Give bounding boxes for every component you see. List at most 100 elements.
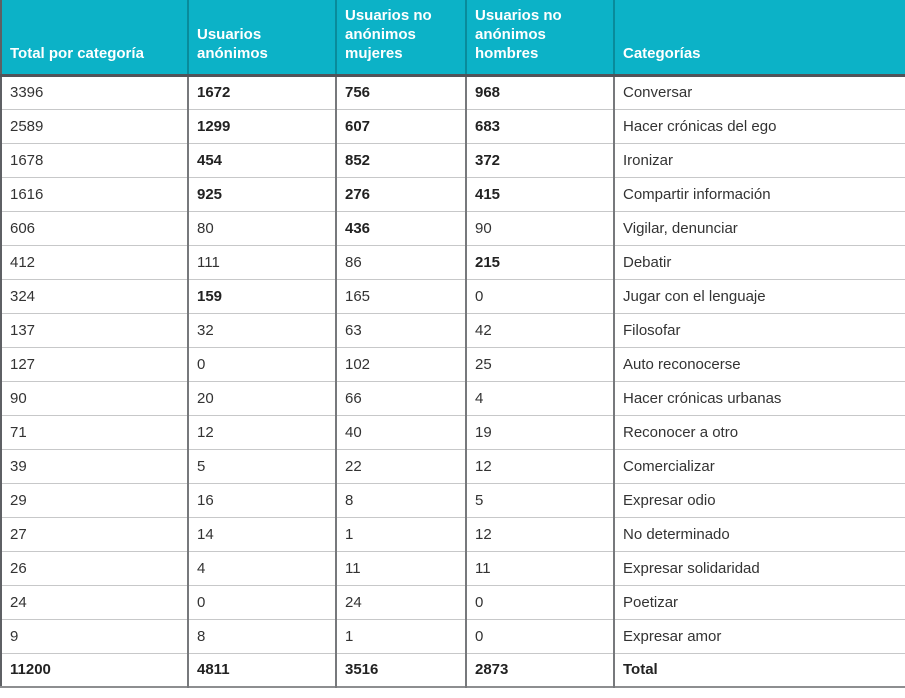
cell-categoria: Compartir información (613, 176, 905, 211)
cell-usuarios-no-anonimos-mujeres: 1 (335, 516, 466, 551)
cell-usuarios-anonimos: 12 (187, 414, 336, 449)
cell-usuarios-no-anonimos-mujeres: 3516 (335, 652, 466, 687)
cell-usuarios-anonimos: 1299 (187, 108, 336, 143)
cell-total-por-categoria: 26 (1, 550, 188, 585)
cell-total-por-categoria: 412 (1, 244, 188, 279)
cell-usuarios-no-anonimos-hombres: 25 (465, 346, 614, 381)
cell-usuarios-anonimos: 111 (187, 244, 336, 279)
cell-total-por-categoria: 324 (1, 278, 188, 313)
cell-categoria: Poetizar (613, 584, 905, 619)
cell-total-por-categoria: 1678 (1, 142, 188, 177)
cell-usuarios-anonimos: 8 (187, 618, 336, 653)
cell-total-por-categoria: 11200 (1, 652, 188, 687)
cell-usuarios-no-anonimos-hombres: 12 (465, 448, 614, 483)
cell-usuarios-anonimos: 0 (187, 346, 336, 381)
cell-usuarios-no-anonimos-hombres: 0 (465, 278, 614, 313)
cell-categoria: Filosofar (613, 312, 905, 347)
cell-usuarios-no-anonimos-hombres: 215 (465, 244, 614, 279)
cell-usuarios-anonimos: 925 (187, 176, 336, 211)
cell-categoria: Comercializar (613, 448, 905, 483)
cell-usuarios-no-anonimos-mujeres: 11 (335, 550, 466, 585)
cell-usuarios-anonimos: 20 (187, 380, 336, 415)
cell-categoria: Total (613, 652, 905, 687)
cell-total-por-categoria: 39 (1, 448, 188, 483)
cell-total-por-categoria: 27 (1, 516, 188, 551)
cell-usuarios-anonimos: 454 (187, 142, 336, 177)
cell-usuarios-anonimos: 4 (187, 550, 336, 585)
cell-usuarios-no-anonimos-mujeres: 40 (335, 414, 466, 449)
cell-categoria: Conversar (613, 75, 905, 109)
cell-usuarios-no-anonimos-hombres: 968 (465, 75, 614, 109)
table-row: 39 5 22 12 Comercializar (1, 448, 905, 483)
table-row: 24 0 24 0 Poetizar (1, 584, 905, 619)
cell-usuarios-no-anonimos-hombres: 5 (465, 482, 614, 517)
cell-usuarios-anonimos: 16 (187, 482, 336, 517)
cell-categoria: Hacer crónicas del ego (613, 108, 905, 143)
table-row: 3396 1672 756 968 Conversar (1, 75, 905, 109)
cell-usuarios-anonimos: 1672 (187, 75, 336, 109)
column-header-usuarios-no-anonimos-mujeres: Usuarios no anónimos mujeres (335, 0, 466, 77)
cell-categoria: No determinado (613, 516, 905, 551)
table-row: 26 4 11 11 Expresar solidaridad (1, 550, 905, 585)
cell-usuarios-no-anonimos-hombres: 683 (465, 108, 614, 143)
table-body: 3396 1672 756 968 Conversar 2589 1299 607 683 Hac… (1, 75, 905, 687)
cell-total-por-categoria: 137 (1, 312, 188, 347)
cell-total-por-categoria: 29 (1, 482, 188, 517)
cell-categoria: Expresar odio (613, 482, 905, 517)
table-row: 324 159 165 0 Jugar con el lenguaje (1, 278, 905, 313)
cell-categoria: Reconocer a otro (613, 414, 905, 449)
cell-usuarios-no-anonimos-hombres: 4 (465, 380, 614, 415)
table-row: 71 12 40 19 Reconocer a otro (1, 414, 905, 449)
cell-categoria: Expresar amor (613, 618, 905, 653)
cell-categoria: Ironizar (613, 142, 905, 177)
cell-usuarios-no-anonimos-mujeres: 756 (335, 75, 466, 109)
table-row: 9 8 1 0 Expresar amor (1, 618, 905, 653)
cell-total-por-categoria: 71 (1, 414, 188, 449)
cell-categoria: Vigilar, denunciar (613, 210, 905, 245)
cell-total-por-categoria: 606 (1, 210, 188, 245)
cell-usuarios-no-anonimos-hombres: 2873 (465, 652, 614, 687)
cell-usuarios-no-anonimos-hombres: 372 (465, 142, 614, 177)
cell-usuarios-anonimos: 159 (187, 278, 336, 313)
column-header-categorias: Categorías (613, 0, 905, 77)
table-row: 412 111 86 215 Debatir (1, 244, 905, 279)
cell-usuarios-no-anonimos-mujeres: 8 (335, 482, 466, 517)
cell-usuarios-no-anonimos-mujeres: 102 (335, 346, 466, 381)
cell-categoria: Expresar solidaridad (613, 550, 905, 585)
cell-usuarios-no-anonimos-hombres: 19 (465, 414, 614, 449)
table-row: 1616 925 276 415 Compartir información (1, 176, 905, 211)
table-row: 90 20 66 4 Hacer crónicas urbanas (1, 380, 905, 415)
cell-usuarios-anonimos: 5 (187, 448, 336, 483)
cell-usuarios-anonimos: 32 (187, 312, 336, 347)
cell-usuarios-anonimos: 14 (187, 516, 336, 551)
cell-total-por-categoria: 9 (1, 618, 188, 653)
cell-total-por-categoria: 2589 (1, 108, 188, 143)
column-header-usuarios-no-anonimos-hombres: Usuarios no anónimos hombres (465, 0, 614, 77)
table-row: 127 0 102 25 Auto reconocerse (1, 346, 905, 381)
cell-usuarios-anonimos: 80 (187, 210, 336, 245)
cell-usuarios-no-anonimos-hombres: 42 (465, 312, 614, 347)
cell-usuarios-no-anonimos-hombres: 0 (465, 584, 614, 619)
cell-total-por-categoria: 90 (1, 380, 188, 415)
table-row-total: 11200 4811 3516 2873 Total (1, 652, 905, 687)
header-row: Total por categoría Usuarios anónimos Us… (1, 0, 905, 77)
cell-usuarios-no-anonimos-mujeres: 86 (335, 244, 466, 279)
cell-categoria: Debatir (613, 244, 905, 279)
table-row: 137 32 63 42 Filosofar (1, 312, 905, 347)
cell-usuarios-no-anonimos-mujeres: 276 (335, 176, 466, 211)
column-header-usuarios-anonimos: Usuarios anónimos (187, 0, 336, 77)
column-header-total-por-categoria: Total por categoría (1, 0, 188, 77)
cell-total-por-categoria: 127 (1, 346, 188, 381)
cell-usuarios-no-anonimos-mujeres: 607 (335, 108, 466, 143)
cell-total-por-categoria: 3396 (10, 84, 44, 101)
table-row: 2589 1299 607 683 Hacer crónicas del ego (1, 108, 905, 143)
cell-usuarios-no-anonimos-hombres: 11 (465, 550, 614, 585)
cell-usuarios-anonimos: 0 (187, 584, 336, 619)
cell-categoria: Hacer crónicas urbanas (613, 380, 905, 415)
cell-categoria: Jugar con el lenguaje (613, 278, 905, 313)
cell-usuarios-no-anonimos-mujeres: 66 (335, 380, 466, 415)
cell-usuarios-anonimos: 4811 (187, 652, 336, 687)
table-row: 27 14 1 12 No determinado (1, 516, 905, 551)
table-row: 1678 454 852 372 Ironizar (1, 142, 905, 177)
